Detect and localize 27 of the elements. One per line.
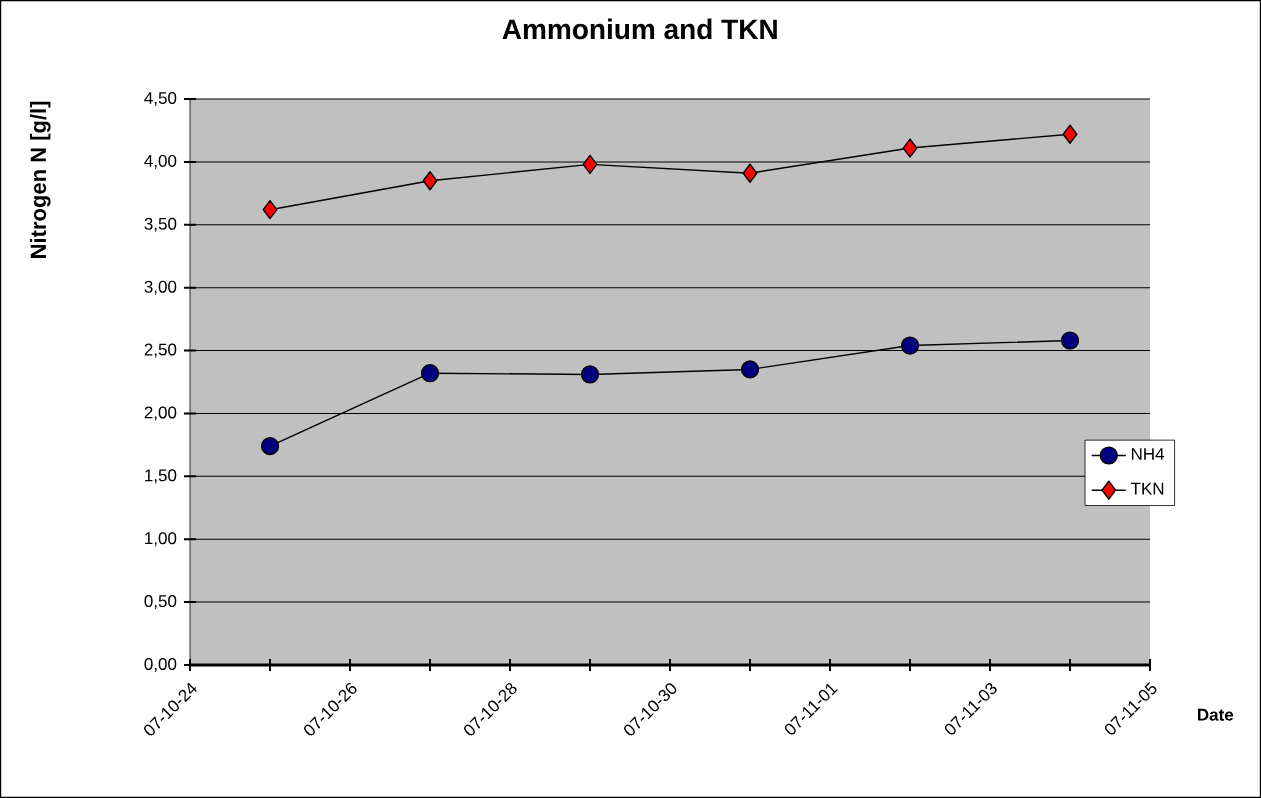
point	[902, 138, 918, 158]
legend-label: NH4	[1131, 448, 1165, 460]
y-tick-label: 1,50	[145, 469, 177, 484]
x-axis-title: Date	[1198, 708, 1234, 721]
y-tick-label: 0,00	[144, 657, 177, 673]
point	[260, 437, 280, 456]
point	[740, 360, 760, 379]
chart-title: Ammonium and TKN	[502, 18, 777, 40]
y-axis-title: Nitrogen N [g/l]	[29, 101, 51, 258]
point	[580, 365, 600, 384]
legend-label: TKN	[1130, 482, 1164, 495]
y-tick-label: 3,00	[144, 280, 177, 295]
point	[900, 336, 920, 355]
y-tick-label: 2,50	[144, 343, 177, 358]
point	[262, 199, 278, 220]
y-tick-label: 2,00	[144, 406, 177, 421]
y-tick-label: 4,50	[144, 92, 177, 107]
y-tick-label: 4,00	[144, 154, 177, 169]
point	[582, 154, 598, 175]
point	[422, 171, 438, 191]
point	[742, 163, 758, 183]
point	[420, 364, 440, 383]
y-tick-label: 1,00	[145, 532, 177, 547]
y-tick-label: 0,50	[144, 595, 177, 610]
point	[1060, 331, 1080, 350]
y-tick-label: 3,50	[144, 217, 177, 232]
point	[1062, 124, 1078, 144]
